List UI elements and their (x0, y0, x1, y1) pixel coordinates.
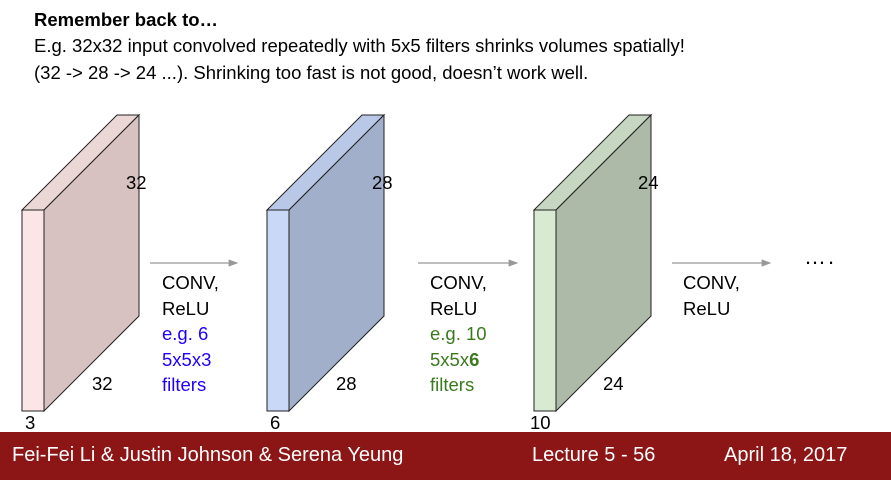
footer-date: April 18, 2017 (724, 444, 848, 466)
conv-step-1-filter-size: 5x5x3 (162, 348, 212, 370)
volume-1-width-label: 32 (92, 373, 113, 394)
volume-3-height-label: 24 (638, 172, 659, 193)
volume-3 (532, 113, 653, 413)
conv-step-2-op: CONV, (430, 272, 487, 293)
conv-step-1-activation: ReLU (162, 297, 210, 319)
footer-authors: Fei-Fei Li & Justin Johnson & Serena Yeu… (12, 444, 404, 466)
conv-step-1: CONV, ReLU e.g. 6 5x5x3 filters (162, 270, 219, 398)
volume-1-depth-label: 3 (25, 412, 36, 433)
continuation-ellipsis: …. (804, 244, 837, 269)
volume-3-front-face (533, 209, 557, 412)
volume-2-front-face (266, 209, 290, 412)
conv-step-3-activation: ReLU (683, 297, 731, 319)
conv-step-3: CONV, ReLU (683, 270, 740, 321)
conv-step-2: CONV, ReLU e.g. 10 5x5x6 filters (430, 270, 487, 398)
conv-step-2-filter-depth: 6 (469, 348, 480, 370)
volume-2-depth-label: 6 (270, 412, 281, 433)
body-text-line-1: E.g. 32x32 input convolved repeatedly wi… (34, 35, 685, 56)
conv-step-1-op: CONV, (162, 272, 219, 293)
conv-step-2-filters-word: filters (430, 374, 475, 395)
volume-3-depth-label: 10 (530, 412, 551, 433)
volume-2-height-label: 28 (372, 172, 393, 193)
conv-step-2-example: e.g. 10 (430, 323, 487, 344)
volume-1-height-label: 32 (126, 172, 147, 193)
conv-step-2-filter-size-prefix: 5x5x (430, 348, 470, 370)
footer-bar: Fei-Fei Li & Justin Johnson & Serena Yeu… (0, 432, 891, 480)
body-text-line-2: (32 -> 28 -> 24 ...). Shrinking too fast… (34, 62, 589, 83)
conv-volumes-diagram (20, 113, 772, 413)
volume-3-width-label: 24 (603, 373, 624, 394)
conv-step-1-example: e.g. 6 (162, 323, 209, 344)
volume-2-width-label: 28 (336, 373, 357, 394)
conv-step-2-activation: ReLU (430, 297, 478, 319)
conv-step-1-filters-word: filters (162, 374, 207, 395)
footer-lecture: Lecture 5 - 56 (532, 444, 656, 466)
slide-heading: Remember back to… (34, 9, 219, 30)
conv-step-3-op: CONV, (683, 272, 740, 293)
volume-1 (20, 113, 141, 413)
volume-1-front-face (21, 209, 45, 412)
volume-2 (265, 113, 386, 413)
conv-step-2-filter-size: 5x5x6 (430, 347, 487, 373)
